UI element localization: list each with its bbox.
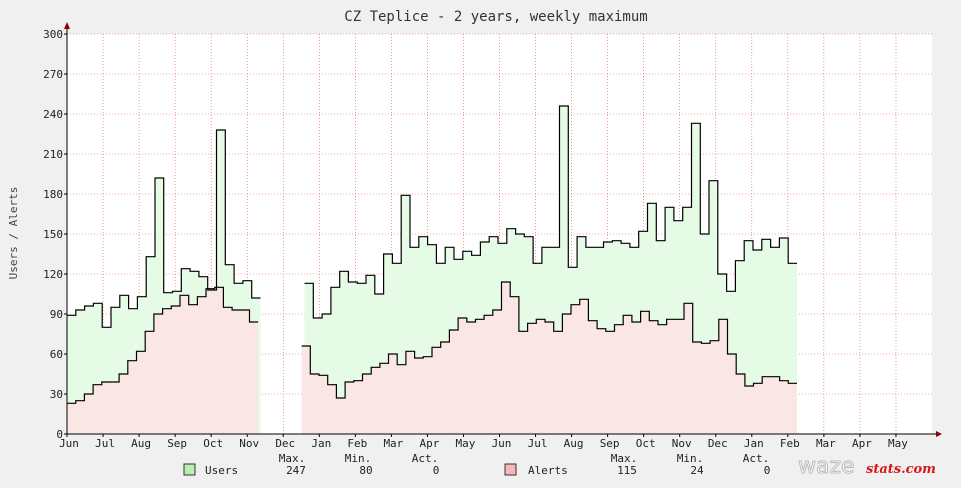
- legend-min-alerts: 24: [690, 464, 704, 477]
- logo-text-main: waze: [798, 454, 855, 479]
- legend-header-min-alerts: Min.: [677, 452, 704, 465]
- x-tick-label-jul: Jul: [95, 437, 115, 450]
- x-tick-label-may: May: [456, 437, 476, 450]
- x-tick-label-sep: Sep: [167, 437, 187, 450]
- legend-max-alerts: 115: [617, 464, 637, 477]
- line-users: [67, 129, 261, 328]
- series-lines: [67, 105, 797, 404]
- x-axis-arrow-icon: [936, 431, 942, 437]
- legend-label-alerts: Alerts: [528, 464, 568, 477]
- x-tick-label-jan: Jan: [311, 437, 331, 450]
- x-tick-label-nov: Nov: [672, 437, 692, 450]
- wazestats-logo: waze stats.com: [798, 454, 936, 480]
- legend: Max. Min. Act. Max. Min. Act. Users 247 …: [183, 452, 771, 477]
- logo-text-sub: stats.com: [866, 462, 936, 477]
- line-users: [304, 105, 797, 319]
- x-tick-label-aug: Aug: [564, 437, 584, 450]
- x-tick-label-oct: Oct: [636, 437, 656, 450]
- x-tick-label-mar: Mar: [816, 437, 836, 450]
- area-alerts: [67, 287, 259, 434]
- x-tick-label-dec: Dec: [708, 437, 728, 450]
- y-tick-label: 30: [50, 388, 63, 401]
- x-tick-label-mar: Mar: [383, 437, 403, 450]
- legend-swatch-users: [183, 463, 196, 476]
- line-alerts: [301, 281, 797, 399]
- legend-swatch-alerts: [504, 463, 517, 476]
- x-tick-label-jun: Jun: [59, 437, 79, 450]
- legend-header-act-alerts: Act.: [743, 452, 770, 465]
- y-tick-label: 210: [43, 148, 63, 161]
- x-tick-label-jan: Jan: [744, 437, 764, 450]
- y-axis-label: Users / Alerts: [7, 187, 20, 280]
- series-areas: [67, 106, 797, 434]
- y-tick-label: 60: [50, 348, 63, 361]
- y-tick-label: 180: [43, 188, 63, 201]
- legend-act-users: 0: [433, 464, 440, 477]
- y-tick-label: 0: [56, 428, 63, 441]
- x-tick-label-oct: Oct: [203, 437, 223, 450]
- y-tick-label: 120: [43, 268, 63, 281]
- chart-title: CZ Teplice - 2 years, weekly maximum: [344, 9, 647, 25]
- legend-header-act-users: Act.: [412, 452, 439, 465]
- y-tick-label: 240: [43, 108, 63, 121]
- legend-header-max-alerts: Max.: [611, 452, 638, 465]
- y-tick-label: 90: [50, 308, 63, 321]
- x-tick-label-apr: Apr: [419, 437, 439, 450]
- x-tick-label-feb: Feb: [347, 437, 367, 450]
- x-tick-label-may: May: [888, 437, 908, 450]
- x-tick-label-aug: Aug: [131, 437, 151, 450]
- y-axis-arrow-icon: [64, 22, 70, 29]
- y-tick-label: 150: [43, 228, 63, 241]
- legend-header-min-users: Min.: [345, 452, 372, 465]
- area-alerts: [301, 282, 797, 434]
- legend-max-users: 247: [286, 464, 306, 477]
- line-alerts: [67, 286, 259, 404]
- x-tick-label-sep: Sep: [600, 437, 620, 450]
- legend-act-alerts: 0: [764, 464, 771, 477]
- legend-label-users: Users: [205, 464, 238, 477]
- x-tick-label-dec: Dec: [275, 437, 295, 450]
- y-tick-label: 270: [43, 68, 63, 81]
- x-tick-label-apr: Apr: [852, 437, 872, 450]
- y-tick-labels: 0 30 60 90 120 150 180 210 240 270 300: [43, 28, 63, 441]
- x-tick-label-nov: Nov: [239, 437, 259, 450]
- legend-min-users: 80: [359, 464, 372, 477]
- x-tick-label-feb: Feb: [780, 437, 800, 450]
- x-tick-label-jul: Jul: [528, 437, 548, 450]
- legend-header-max-users: Max.: [279, 452, 306, 465]
- x-tick-labels: Jun Jul Aug Sep Oct Nov Dec Jan Feb Mar Apr May Jun J…: [59, 437, 908, 450]
- x-tick-label-jun: Jun: [492, 437, 512, 450]
- y-tick-label: 300: [43, 28, 63, 41]
